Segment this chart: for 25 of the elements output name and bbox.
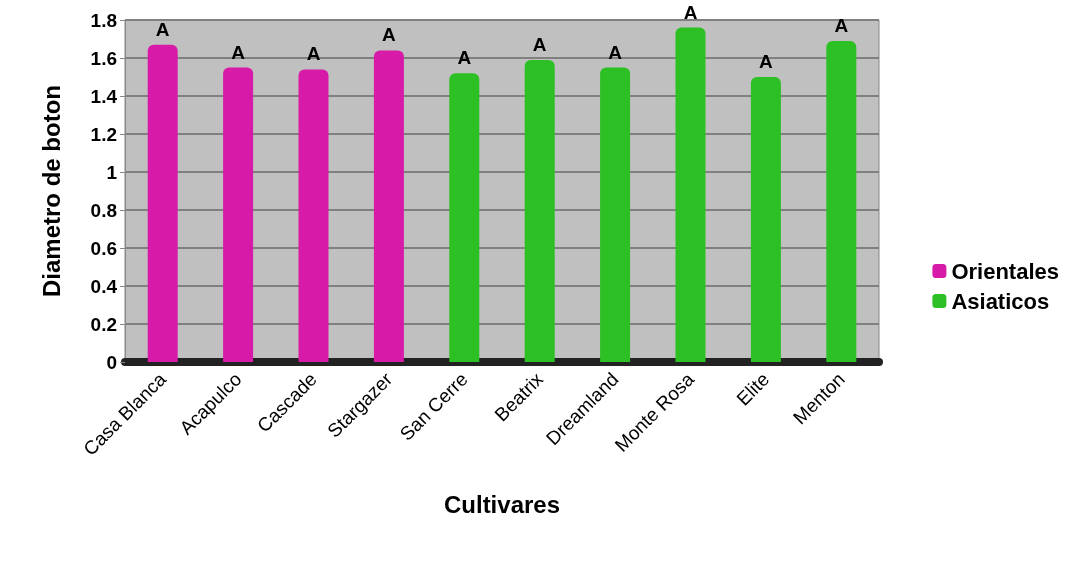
y-tick-label: 0.6 <box>90 237 117 259</box>
y-tick-label: 0.2 <box>90 313 117 335</box>
data-label: A <box>759 51 774 72</box>
data-label: A <box>155 18 170 40</box>
legend-label: Orientales <box>951 258 1059 284</box>
legend-label: Asiaticos <box>951 288 1050 314</box>
data-label: A <box>608 41 623 63</box>
data-label: A <box>834 14 849 36</box>
y-tick-label: 1.4 <box>90 85 118 107</box>
y-tick-label: 0.8 <box>90 199 117 221</box>
data-label: A <box>457 47 472 69</box>
y-tick-label: 1.6 <box>90 47 117 69</box>
x-axis-title: Cultivares <box>443 490 561 518</box>
data-label: A <box>532 33 547 55</box>
x-tick-label: Elite <box>732 368 774 410</box>
data-label: A <box>231 41 246 63</box>
y-axis-title: Diametro de boton <box>37 84 65 298</box>
data-label: A <box>683 1 698 23</box>
y-tick-label: 1 <box>106 161 118 183</box>
y-tick-label: 0.4 <box>90 275 118 297</box>
data-label: A <box>306 43 321 65</box>
y-tick-label: 1.2 <box>90 123 117 145</box>
data-label: A <box>382 24 397 46</box>
y-tick-label: 1.8 <box>90 9 117 31</box>
y-tick-label: 0 <box>106 351 117 373</box>
